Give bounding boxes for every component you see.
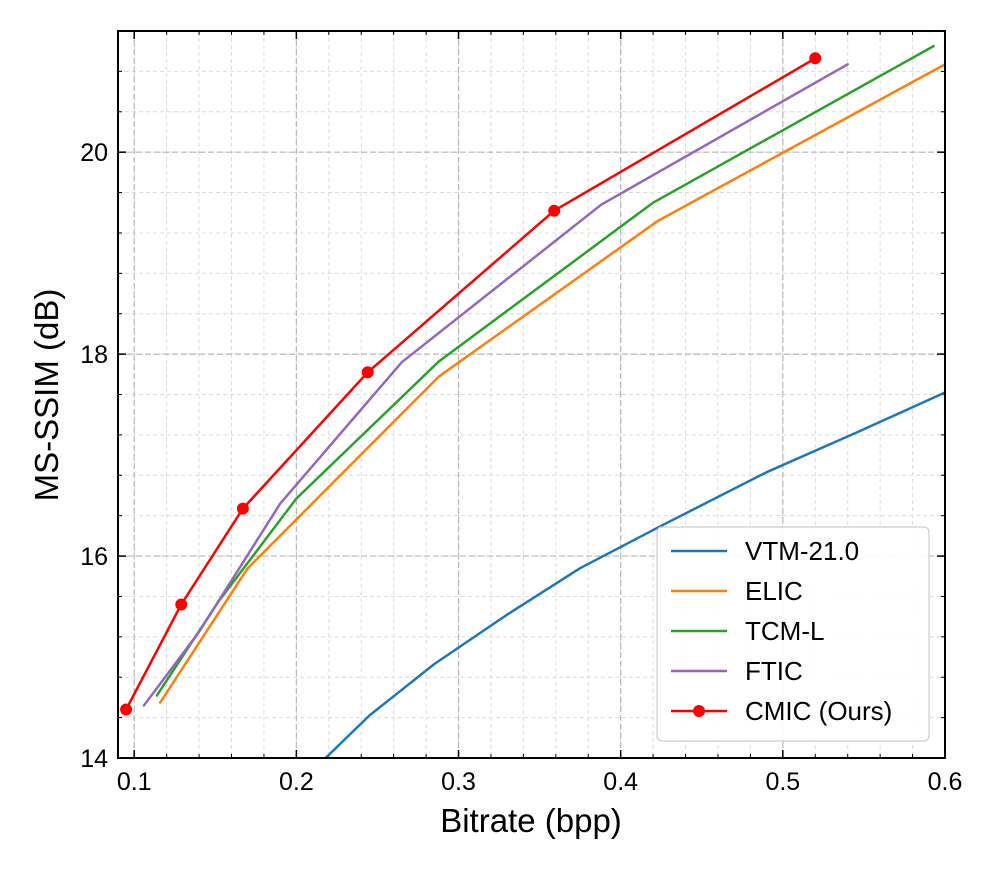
tick-labels: 0.1 0.2 0.3 0.4 0.5 0.6 14 16 18 20 [80, 139, 962, 796]
data-point-cmic-ours [120, 703, 133, 716]
legend-label-elic: ELIC [745, 576, 803, 606]
x-tick-label: 0.2 [279, 768, 314, 796]
data-point-cmic-ours [809, 52, 822, 65]
plot-area-series [120, 44, 945, 758]
x-tick-label: 0.5 [765, 768, 800, 796]
series-line-vtm-21-0 [323, 391, 945, 758]
series-line-elic [158, 63, 945, 704]
y-tick-label: 16 [80, 543, 108, 571]
x-tick-label: 0.4 [603, 768, 638, 796]
legend-label-cmic-ours: CMIC (Ours) [745, 696, 892, 726]
legend: VTM-21.0 ELIC TCM-L FTIC CMIC (Ours) [656, 526, 930, 742]
y-tick-label: 20 [80, 139, 108, 167]
data-point-cmic-ours [548, 204, 561, 217]
legend-label-ftic: FTIC [745, 656, 803, 686]
legend-label-vtm-21-0: VTM-21.0 [745, 536, 859, 566]
plot-frame [117, 30, 946, 759]
x-axis-title: Bitrate (bpp) [440, 802, 622, 839]
y-tick-label: 14 [80, 745, 108, 773]
y-axis-title: MS-SSIM (dB) [28, 289, 65, 502]
y-tick-label: 18 [80, 341, 108, 369]
data-point-cmic-ours [361, 366, 374, 379]
data-point-cmic-ours [175, 598, 188, 611]
legend-box [656, 526, 930, 742]
x-tick-label: 0.6 [928, 768, 963, 796]
series-line-ftic [142, 63, 849, 707]
x-tick-label: 0.3 [441, 768, 476, 796]
legend-label-tcm-l: TCM-L [745, 616, 824, 646]
data-point-cmic-ours [236, 502, 249, 515]
series-line-cmic-ours [124, 57, 817, 711]
x-tick-label: 0.1 [117, 768, 152, 796]
legend-marker-cmic-ours [693, 705, 705, 717]
